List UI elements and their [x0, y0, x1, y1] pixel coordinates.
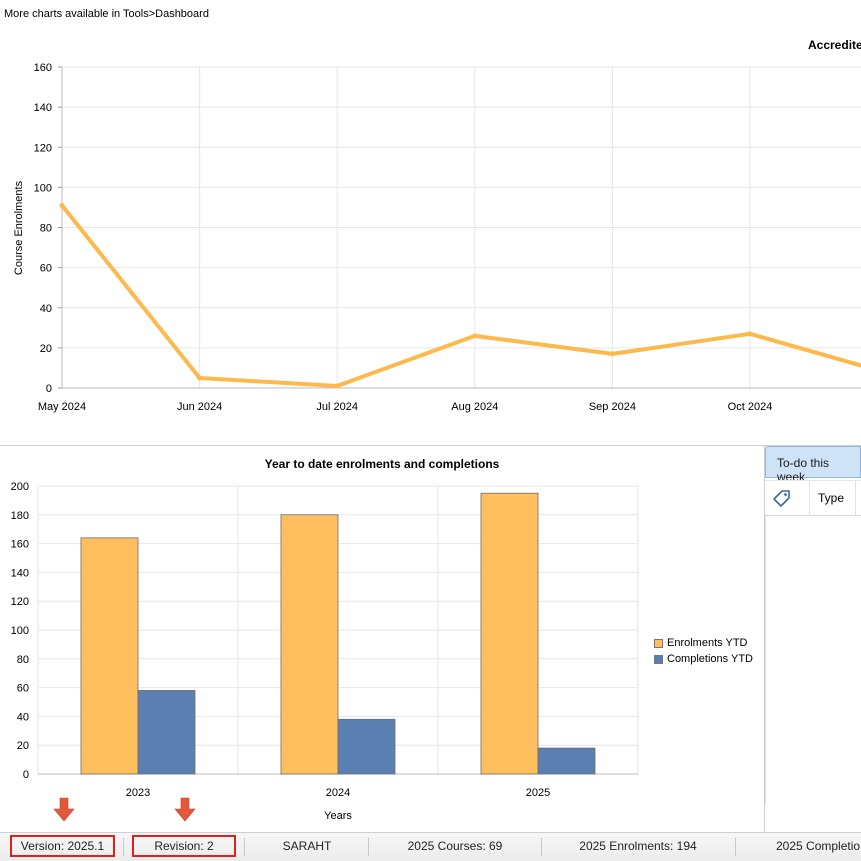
status-version: Version: 2025.1 — [10, 835, 115, 857]
status-enrolments: 2025 Enrolments: 194 — [579, 839, 697, 853]
y-tick-label: 20 — [17, 740, 29, 752]
x-tick-label: Jun 2024 — [177, 401, 222, 413]
series-line-segment — [610, 331, 752, 356]
chart-title: Accredite — [808, 38, 861, 52]
series-line-segment — [60, 203, 202, 380]
bar-enrolments — [80, 537, 139, 775]
y-tick-label: 100 — [11, 625, 29, 637]
todo-list — [765, 514, 861, 804]
bar-completions — [537, 747, 596, 775]
x-tick-label: 2025 — [526, 787, 550, 799]
y-tick-label: 200 — [11, 481, 29, 493]
status-separator — [735, 838, 736, 856]
legend-swatch-completions — [654, 654, 663, 664]
data-point — [609, 351, 615, 357]
series-line-segment — [197, 375, 340, 388]
todo-table-header: Type — [765, 480, 861, 516]
header-separator — [855, 481, 856, 515]
y-tick-label: 140 — [11, 567, 29, 579]
y-tick-label: 100 — [34, 182, 52, 194]
data-point — [59, 202, 65, 208]
arrow-down-icon — [174, 797, 196, 822]
y-tick-label: 80 — [17, 654, 29, 666]
y-tick-label: 80 — [40, 223, 52, 235]
status-bar: Version: 2025.1 Revision: 2 SARAHT 2025 … — [0, 832, 861, 861]
data-point — [197, 375, 203, 381]
status-revision: Revision: 2 — [132, 835, 236, 857]
ytd-bar-chart-panel: 0 20 40 60 80 100 120 140 160 180 200 Year to date … — [0, 446, 765, 832]
legend-completions: Completions YTD — [654, 653, 753, 665]
x-tick-label: Jul 2024 — [316, 401, 358, 413]
bar-completions — [337, 718, 396, 775]
data-point — [472, 333, 478, 339]
series-line-segment — [748, 331, 861, 368]
y-tick-label: 140 — [34, 102, 52, 114]
dashboard-hint-text: More charts available in Tools>Dashboard — [4, 8, 209, 20]
x-tick-label: 2024 — [326, 787, 350, 799]
x-tick-label: Oct 2024 — [728, 401, 773, 413]
y-axis-label: Course Enrolments — [13, 180, 25, 275]
arrow-down-icon — [53, 797, 75, 822]
legend-label-enrolments: Enrolments YTD — [667, 637, 748, 649]
legend-label-completions: Completions YTD — [667, 653, 753, 665]
series-line-segment — [472, 333, 615, 356]
bar-chart: 0 20 40 60 80 100 120 140 160 180 200 Year to date … — [11, 457, 639, 822]
y-tick-label: 180 — [11, 510, 29, 522]
top-hint-bar: More charts available in Tools>Dashboard — [0, 0, 861, 28]
status-separator — [541, 838, 542, 856]
x-tick-label: May 2024 — [38, 401, 86, 413]
y-tick-label: 60 — [40, 263, 52, 275]
status-separator — [368, 838, 369, 856]
line-chart: 0 20 40 60 80 100 120 140 160 May 2024 Jun 2024 Jul… — [13, 38, 861, 413]
status-separator — [123, 838, 124, 856]
bar-enrolments — [480, 492, 539, 775]
y-tick-label: 0 — [46, 383, 52, 395]
data-point — [747, 331, 753, 337]
series-line-segment — [335, 333, 477, 388]
data-point — [334, 383, 340, 389]
x-axis-label: Years — [324, 810, 352, 822]
legend-swatch-enrolments — [654, 638, 663, 648]
legend-enrolments: Enrolments YTD — [654, 637, 748, 649]
y-tick-label: 60 — [17, 683, 29, 695]
status-completions: 2025 Completio — [776, 839, 861, 853]
status-user: SARAHT — [282, 839, 332, 853]
y-tick-label: 160 — [11, 539, 29, 551]
status-courses: 2025 Courses: 69 — [407, 839, 503, 853]
bar-completions — [137, 690, 196, 775]
y-tick-label: 40 — [17, 711, 29, 723]
y-tick-label: 40 — [40, 303, 52, 315]
tab-todo-this-week[interactable]: To-do this week — [765, 446, 861, 484]
tag-icon[interactable] — [773, 489, 791, 507]
y-tick-label: 0 — [23, 769, 29, 781]
y-tick-label: 120 — [11, 596, 29, 608]
column-header-type[interactable]: Type — [818, 491, 845, 505]
y-tick-label: 120 — [34, 142, 52, 154]
y-tick-label: 160 — [34, 62, 52, 74]
status-separator — [244, 838, 245, 856]
enrolments-line-chart-panel: 0 20 40 60 80 100 120 140 160 May 2024 Jun 2024 Jul… — [0, 27, 861, 446]
x-tick-label: 2023 — [126, 787, 150, 799]
bar-enrolments — [280, 514, 339, 775]
chart-title: Year to date enrolments and completions — [265, 457, 500, 471]
y-tick-label: 20 — [40, 343, 52, 355]
x-tick-label: Sep 2024 — [589, 401, 636, 413]
x-tick-label: Aug 2024 — [451, 401, 498, 413]
header-separator — [809, 481, 810, 515]
todo-panel: To-do this week Type — [765, 446, 861, 832]
